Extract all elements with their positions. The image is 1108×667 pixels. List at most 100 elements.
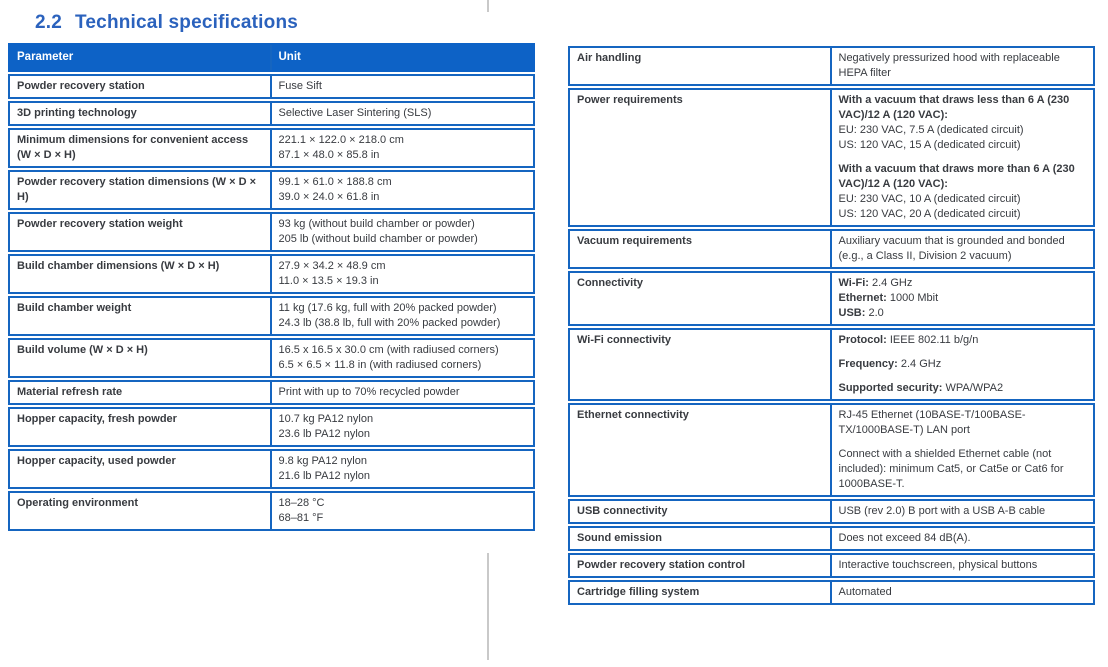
table-row: USB connectivity USB (rev 2.0) B port wit… [568, 499, 1095, 524]
value-cell: 93 kg (without build chamber or powder) 2… [272, 214, 534, 250]
param-cell: Build chamber dimensions (W × D × H) [10, 256, 272, 292]
value-line: 99.1 × 61.0 × 188.8 cm [278, 176, 392, 188]
table-row: Air handling Negatively pressurized hood … [568, 46, 1095, 86]
value-line: EU: 230 VAC, 7.5 A (dedicated circuit) [838, 124, 1024, 136]
value-line: USB: 2.0 [838, 307, 884, 319]
param-cell: Ethernet connectivity [570, 405, 832, 495]
value-line: EU: 230 VAC, 10 A (dedicated circuit) [838, 193, 1021, 205]
value-cell: Automated [832, 582, 1094, 603]
param-cell: 3D printing technology [10, 103, 272, 124]
table-row: Build chamber weight 11 kg (17.6 kg, full… [8, 296, 535, 336]
value-cell: 16.5 x 16.5 x 30.0 cm (with radiused cor… [272, 340, 534, 376]
value-line: With a vacuum that draws less than 6 A (… [838, 94, 1070, 121]
value-cell: 221.1 × 122.0 × 218.0 cm 87.1 × 48.0 × 85… [272, 130, 534, 166]
param-cell: Build volume (W × D × H) [10, 340, 272, 376]
value-line: Supported security: WPA/WPA2 [838, 382, 1004, 394]
value-line: Selective Laser Sintering (SLS) [278, 107, 432, 119]
value-line: Does not exceed 84 dB(A). [838, 532, 971, 544]
table-row: Material refresh rate Print with up to 70… [8, 380, 535, 405]
value-line: 205 lb (without build chamber or powder) [278, 233, 478, 245]
param-cell: Minimum dimensions for convenient access… [10, 130, 272, 166]
value-line: 9.8 kg PA12 nylon [278, 455, 367, 467]
value-line: Frequency: 2.4 GHz [838, 358, 942, 370]
value-line: 11.0 × 13.5 × 19.3 in [278, 275, 379, 287]
param-cell: Vacuum requirements [570, 231, 832, 267]
value-cell: With a vacuum that draws less than 6 A (… [832, 90, 1094, 225]
param-cell: USB connectivity [570, 501, 832, 522]
table-row: Sound emission Does not exceed 84 dB(A). [568, 526, 1095, 551]
table-row: Powder recovery station weight 93 kg (wit… [8, 212, 535, 252]
value-line: USB (rev 2.0) B port with a USB A-B cabl… [838, 505, 1046, 517]
param-cell: Air handling [570, 48, 832, 84]
value-line: With a vacuum that draws more than 6 A (… [838, 163, 1075, 190]
value-line: 24.3 lb (38.8 lb, full with 20% packed p… [278, 317, 501, 329]
value-line: 10.7 kg PA12 nylon [278, 413, 374, 425]
value-line: Interactive touchscreen, physical button… [838, 559, 1038, 571]
table-row: Build volume (W × D × H) 16.5 x 16.5 x 30… [8, 338, 535, 378]
table-row: Hopper capacity, used powder 9.8 kg PA12 … [8, 449, 535, 489]
value-line: US: 120 VAC, 15 A (dedicated circuit) [838, 139, 1021, 151]
value-line: 93 kg (without build chamber or powder) [278, 218, 475, 230]
value-cell: Does not exceed 84 dB(A). [832, 528, 1094, 549]
value-cell: RJ-45 Ethernet (10BASE-T/100BASE-TX/1000… [832, 405, 1094, 495]
param-cell: Hopper capacity, fresh powder [10, 409, 272, 445]
value-line: 18–28 °C [278, 497, 325, 509]
value-cell: USB (rev 2.0) B port with a USB A-B cabl… [832, 501, 1094, 522]
table-row: 3D printing technology Selective Laser Si… [8, 101, 535, 126]
value-cell: Auxiliary vacuum that is grounded and bo… [832, 231, 1094, 267]
table-row: Powder recovery station control Interacti… [568, 553, 1095, 578]
value-cell: 27.9 × 34.2 × 48.9 cm 11.0 × 13.5 × 19.3 … [272, 256, 534, 292]
param-cell: Connectivity [570, 273, 832, 324]
value-cell: Protocol: IEEE 802.11 b/g/n Frequency: 2.… [832, 330, 1094, 399]
value-line: 87.1 × 48.0 × 85.8 in [278, 149, 380, 161]
value-line: 23.6 lb PA12 nylon [278, 428, 371, 440]
value-cell: 10.7 kg PA12 nylon 23.6 lb PA12 nylon [272, 409, 534, 445]
value-line: Wi-Fi: 2.4 GHz [838, 277, 913, 289]
table-row: Cartridge filling system Automated [568, 580, 1095, 605]
value-cell: 18–28 °C 68–81 °F [272, 493, 534, 529]
table-row: Powder recovery station Fuse Sift [8, 74, 535, 99]
spec-table-right: Air handling Negatively pressurized hood … [568, 44, 1095, 605]
section-heading: 2.2 Technical specifications [35, 12, 298, 34]
value-line: 16.5 x 16.5 x 30.0 cm (with radiused cor… [278, 344, 499, 356]
value-line: Fuse Sift [278, 80, 322, 92]
value-line: Print with up to 70% recycled powder [278, 386, 460, 398]
table-row: Vacuum requirements Auxiliary vacuum that… [568, 229, 1095, 269]
value-line: 11 kg (17.6 kg, full with 20% packed pow… [278, 302, 497, 314]
value-line: US: 120 VAC, 20 A (dedicated circuit) [838, 208, 1021, 220]
param-cell: Powder recovery station control [570, 555, 832, 576]
param-cell: Sound emission [570, 528, 832, 549]
table-row: Powder recovery station dimensions (W × … [8, 170, 535, 210]
value-line: Connect with a shielded Ethernet cable (… [838, 448, 1064, 490]
table-row: Power requirements With a vacuum that dra… [568, 88, 1095, 227]
value-line: Automated [838, 586, 892, 598]
param-cell: Wi-Fi connectivity [570, 330, 832, 399]
spec-table-left: Parameter Unit Powder recovery station Fu… [8, 43, 535, 531]
table-row: Wi-Fi connectivity Protocol: IEEE 802.11 … [568, 328, 1095, 401]
table-row: Ethernet connectivity RJ-45 Ethernet (10B… [568, 403, 1095, 497]
table-row: Connectivity Wi-Fi: 2.4 GHz Ethernet: 1000… [568, 271, 1095, 326]
value-line: 6.5 × 6.5 × 11.8 in (with radiused corne… [278, 359, 482, 371]
value-line: 27.9 × 34.2 × 48.9 cm [278, 260, 386, 272]
value-cell: Interactive touchscreen, physical button… [832, 555, 1094, 576]
section-number: 2.2 [35, 12, 63, 33]
table-row: Minimum dimensions for convenient access… [8, 128, 535, 168]
value-line: Protocol: IEEE 802.11 b/g/n [838, 334, 979, 346]
value-cell: 99.1 × 61.0 × 188.8 cm 39.0 × 24.0 × 61.8… [272, 172, 534, 208]
value-cell: 9.8 kg PA12 nylon 21.6 lb PA12 nylon [272, 451, 534, 487]
param-cell: Build chamber weight [10, 298, 272, 334]
param-cell: Powder recovery station weight [10, 214, 272, 250]
value-line: RJ-45 Ethernet (10BASE-T/100BASE-TX/1000… [838, 409, 1026, 436]
value-line: Auxiliary vacuum that is grounded and bo… [838, 235, 1065, 262]
table-row: Operating environment 18–28 °C 68–81 °F [8, 491, 535, 531]
table-row: Build chamber dimensions (W × D × H) 27.9… [8, 254, 535, 294]
header-parameter: Parameter [10, 45, 272, 70]
value-cell: 11 kg (17.6 kg, full with 20% packed pow… [272, 298, 534, 334]
param-cell: Powder recovery station [10, 76, 272, 97]
value-line: 21.6 lb PA12 nylon [278, 470, 371, 482]
value-line: 39.0 × 24.0 × 61.8 in [278, 191, 380, 203]
section-title: Technical specifications [75, 12, 299, 33]
value-line: 68–81 °F [278, 512, 324, 524]
param-cell: Cartridge filling system [570, 582, 832, 603]
param-cell: Powder recovery station dimensions (W × … [10, 172, 272, 208]
